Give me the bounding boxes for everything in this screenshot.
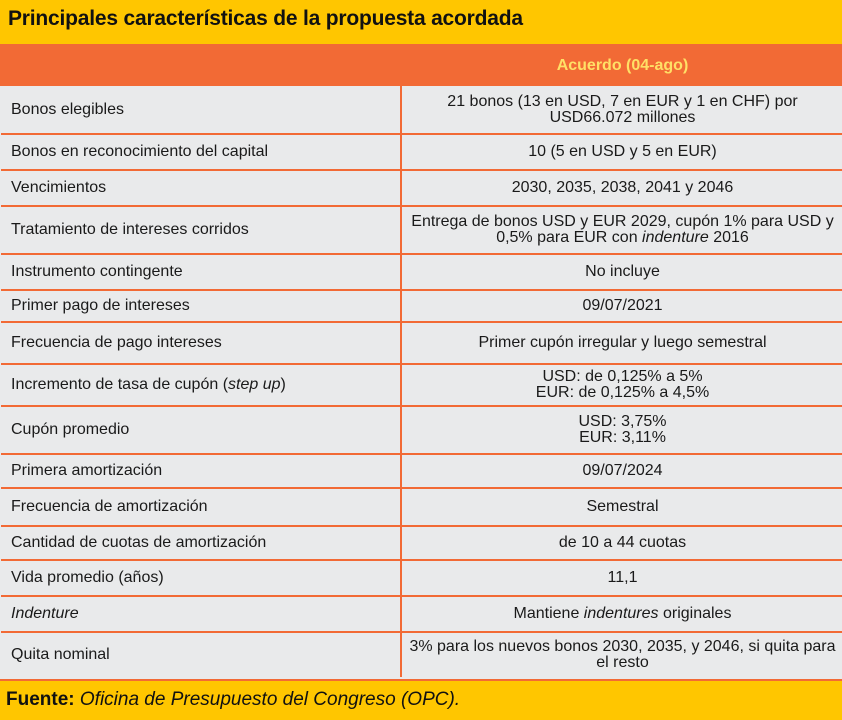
row-value-line-2: EUR: de 0,125% a 4,5% [535, 384, 710, 401]
row-value: USD: de 0,125% a 5% EUR: de 0,125% a 4,5% [401, 364, 842, 407]
table-header-row: Acuerdo (04-ago) [0, 46, 842, 86]
row-label: Incremento de tasa de cupón (step up) [1, 364, 402, 407]
row-label-text-em: Indenture [11, 605, 79, 622]
table-row: Vencimientos 2030, 2035, 2038, 2041 y 20… [1, 170, 842, 207]
row-value-text-em: indenture [642, 229, 709, 246]
row-label: Frecuencia de pago intereses [1, 322, 402, 365]
row-value: Primer cupón irregular y luego semestral [401, 322, 842, 365]
row-label: Tratamiento de intereses corridos [1, 206, 402, 255]
table-row: Quita nominal 3% para los nuevos bonos 2… [1, 632, 842, 677]
row-value-text-b: originales [658, 605, 732, 622]
row-value: 3% para los nuevos bonos 2030, 2035, y 2… [409, 638, 836, 671]
row-label: Cantidad de cuotas de amortización [1, 526, 402, 561]
row-label-text-b: ) [280, 376, 286, 393]
row-value: USD: 3,75% EUR: 3,11% [401, 406, 842, 455]
page-title: Principales características de la propue… [8, 7, 523, 30]
row-label: Bonos elegibles [1, 86, 402, 135]
row-value: No incluye [401, 254, 842, 291]
table-row: Tratamiento de intereses corridos Entreg… [1, 206, 842, 255]
row-value-text-b: 2016 [708, 229, 749, 246]
row-label-text-em: step up [228, 376, 281, 393]
row-value-line-2: EUR: 3,11% [579, 429, 666, 446]
row-label: Instrumento contingente [1, 254, 402, 291]
row-label: Frecuencia de amortización [1, 488, 402, 527]
row-label: Cupón promedio [1, 406, 402, 455]
row-value: 10 (5 en USD y 5 en EUR) [401, 134, 842, 171]
table-row: Bonos en reconocimiento del capital 10 (… [1, 134, 842, 171]
row-label: Bonos en reconocimiento del capital [1, 134, 402, 171]
table-row: Primer pago de intereses 09/07/2021 [1, 290, 842, 323]
table-row: Frecuencia de pago intereses Primer cupó… [1, 322, 842, 365]
row-value-text-em: indentures [583, 605, 659, 622]
table-row: Cupón promedio USD: 3,75% EUR: 3,11% [1, 406, 842, 455]
row-label: Quita nominal [1, 632, 402, 677]
title-bar: Principales características de la propue… [0, 0, 842, 44]
table-row: Bonos elegibles 21 bonos (13 en USD, 7 e… [1, 86, 842, 135]
table-row: Vida promedio (años) 11,1 [1, 560, 842, 597]
row-label: Primera amortización [1, 454, 402, 489]
table-row: Indenture Mantiene indentures originales [1, 596, 842, 633]
row-label: Indenture [1, 596, 402, 633]
header-blank-cell [0, 46, 401, 86]
row-value-text-a: Mantiene [513, 605, 584, 622]
row-value-line-1: USD: de 0,125% a 5% [542, 368, 703, 385]
source-text: Oficina de Presupuesto del Congreso (OPC… [74, 689, 461, 710]
table-row: Instrumento contingente No incluye [1, 254, 842, 291]
characteristics-table: Acuerdo (04-ago) Bonos elegibles 21 bono… [0, 46, 842, 677]
source-footer: Fuente: Oficina de Presupuesto del Congr… [0, 681, 842, 720]
row-value: 2030, 2035, 2038, 2041 y 2046 [401, 170, 842, 207]
header-acuerdo: Acuerdo (04-ago) [400, 46, 842, 86]
row-label: Vencimientos [1, 170, 402, 207]
row-value: Entrega de bonos USD y EUR 2029, cupón 1… [401, 206, 842, 255]
row-value-text-a: Entrega de bonos USD y EUR 2029, cupón 1… [411, 213, 834, 246]
row-value: de 10 a 44 cuotas [401, 526, 842, 561]
row-value: 21 bonos (13 en USD, 7 en EUR y 1 en CHF… [401, 86, 842, 135]
table-row: Primera amortización 09/07/2024 [1, 454, 842, 489]
source-line: Fuente: Oficina de Presupuesto del Congr… [6, 689, 460, 711]
table-row: Cantidad de cuotas de amortización de 10… [1, 526, 842, 561]
table-row: Frecuencia de amortización Semestral [1, 488, 842, 527]
source-label: Fuente: [6, 689, 75, 710]
row-value-line-1: USD: 3,75% [578, 413, 667, 430]
row-label: Vida promedio (años) [1, 560, 402, 597]
row-value: 09/07/2024 [401, 454, 842, 489]
row-value: Semestral [401, 488, 842, 527]
row-value: 11,1 [401, 560, 842, 597]
characteristics-table-container: Acuerdo (04-ago) Bonos elegibles 21 bono… [0, 44, 842, 681]
row-label: Primer pago de intereses [1, 290, 402, 323]
row-value: 09/07/2021 [401, 290, 842, 323]
row-label-text-a: Incremento de tasa de cupón ( [11, 376, 229, 393]
table-row: Incremento de tasa de cupón (step up) US… [1, 364, 842, 407]
row-value: Mantiene indentures originales [401, 596, 842, 633]
